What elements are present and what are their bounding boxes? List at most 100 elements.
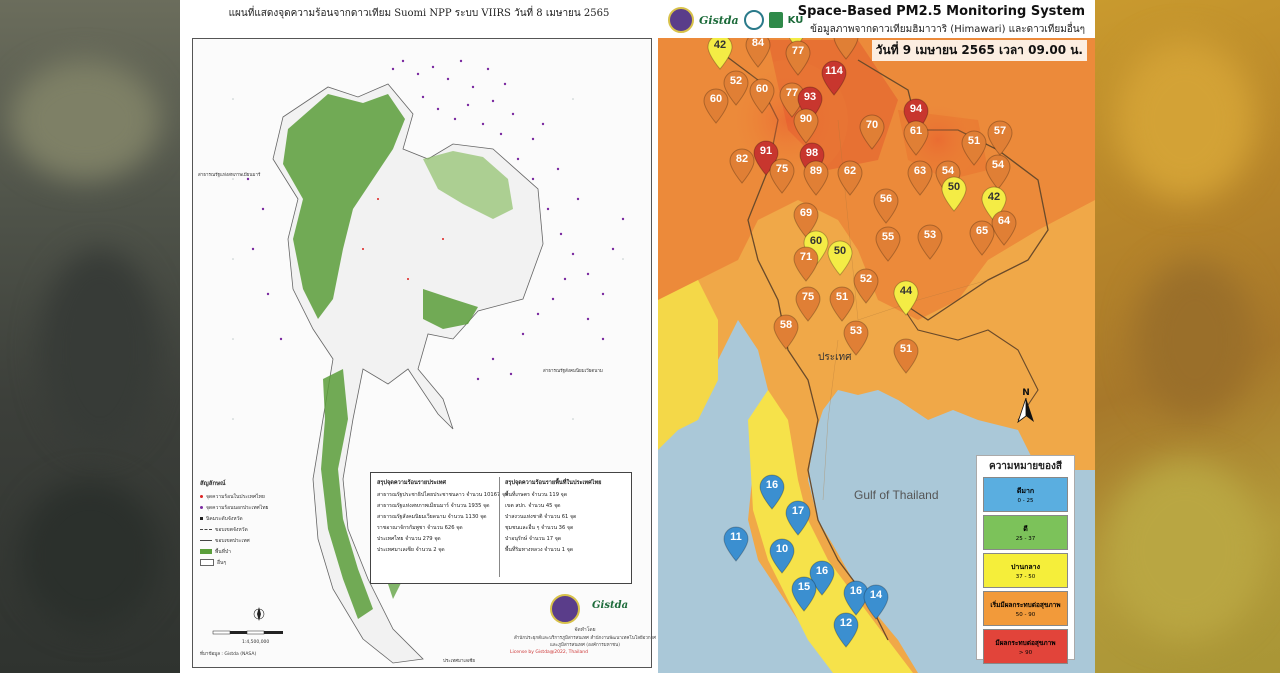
pm25-marker[interactable]: 82 bbox=[728, 148, 756, 184]
country-label-malaysia: ประเทศมาเลเซีย bbox=[443, 659, 476, 664]
data-source: ที่มาข้อมูล : Gistda (NASA) bbox=[200, 652, 257, 657]
pm25-marker[interactable]: 57 bbox=[986, 120, 1014, 156]
pm25-marker[interactable]: 42 bbox=[706, 34, 734, 70]
pm25-marker[interactable]: 52 bbox=[852, 268, 880, 304]
pm25-marker-value: 70 bbox=[865, 119, 879, 131]
pm25-marker-value: 42 bbox=[713, 39, 727, 51]
pm25-marker[interactable]: 60 bbox=[702, 88, 730, 124]
pm25-marker[interactable]: 60 bbox=[748, 78, 776, 114]
pm25-marker-value: 50 bbox=[833, 245, 847, 257]
pm25-marker[interactable]: 58 bbox=[772, 314, 800, 350]
pm25-marker[interactable]: 77 bbox=[778, 82, 806, 118]
pm25-marker[interactable]: 14 bbox=[862, 584, 890, 620]
pm25-marker[interactable]: 52 bbox=[722, 70, 750, 106]
pm25-marker[interactable]: 51 bbox=[960, 130, 988, 166]
pm25-marker[interactable]: 15 bbox=[790, 576, 818, 612]
pm25-marker[interactable]: 55 bbox=[874, 226, 902, 262]
pm25-marker[interactable]: 56 bbox=[872, 188, 900, 224]
pm25-marker-value: 15 bbox=[797, 581, 811, 593]
pm25-marker-value: 51 bbox=[835, 291, 849, 303]
pm25-marker[interactable]: 50 bbox=[940, 176, 968, 212]
pm25-marker[interactable]: 65 bbox=[968, 220, 996, 256]
pm25-date: วันที่ 9 เมษายน 2565 เวลา 09.00 น. bbox=[871, 40, 1087, 61]
pm25-marker[interactable]: 16 bbox=[842, 580, 870, 616]
legend-very-good: ดีมาก 0 - 25 bbox=[983, 477, 1068, 512]
pm25-marker[interactable]: 90 bbox=[792, 108, 820, 144]
pm25-marker[interactable]: 63 bbox=[906, 160, 934, 196]
pm25-marker[interactable]: 62 bbox=[836, 160, 864, 196]
pm25-marker-value: 82 bbox=[735, 153, 749, 165]
legend-label: มีผลกระทบต่อสุขภาพ bbox=[995, 639, 1056, 647]
pm25-marker-value: 52 bbox=[859, 273, 873, 285]
pm25-marker-value: 54 bbox=[991, 159, 1005, 171]
summary-area-title: สรุปจุดความร้อนรายพื้นที่ในประเทศไทย bbox=[505, 480, 602, 486]
pm25-title: Space-Based PM2.5 Monitoring System bbox=[797, 4, 1085, 19]
pm25-marker-value: 75 bbox=[775, 163, 789, 175]
summary-row: พื้นที่ริมทางหลวง จำนวน 1 จุด bbox=[505, 547, 574, 553]
pm25-marker-value: 60 bbox=[709, 93, 723, 105]
pm25-marker-value: 60 bbox=[809, 235, 823, 247]
pm25-marker[interactable]: 114 bbox=[820, 60, 848, 96]
pm25-legend-title: ความหมายของสี bbox=[989, 461, 1062, 472]
pm25-marker-value: 75 bbox=[801, 291, 815, 303]
legend-good: ดี 25 - 37 bbox=[983, 515, 1068, 550]
legend-label: ดีมาก bbox=[1016, 487, 1035, 495]
pm25-marker-value: 16 bbox=[815, 565, 829, 577]
pm25-marker-value: 64 bbox=[997, 215, 1011, 227]
pm25-marker[interactable]: 51 bbox=[828, 286, 856, 322]
legend-item: จุดความร้อนในประเทศไทย bbox=[206, 493, 265, 500]
pm25-marker[interactable]: 61 bbox=[902, 120, 930, 156]
pm25-marker[interactable]: 75 bbox=[794, 286, 822, 322]
pm25-marker-value: 17 bbox=[791, 505, 805, 517]
pm25-marker[interactable]: 64 bbox=[990, 210, 1018, 246]
pm25-marker[interactable]: 70 bbox=[858, 114, 886, 150]
partner-logo-icon bbox=[743, 10, 764, 30]
pm25-marker[interactable]: 84 bbox=[744, 32, 772, 68]
legend-item: พื้นที่ป่า bbox=[215, 548, 231, 555]
pm25-marker-value: 71 bbox=[799, 251, 813, 263]
legend-item: ขอบเขตประเทศ bbox=[215, 537, 250, 544]
summary-row: ป่าสงวนแห่งชาติ จำนวน 61 จุด bbox=[505, 514, 577, 520]
pm25-marker-value: 77 bbox=[785, 87, 799, 99]
pm25-marker[interactable]: 53 bbox=[842, 320, 870, 356]
credit-title: จัดทำโดย bbox=[574, 627, 596, 633]
pm25-marker[interactable]: 71 bbox=[792, 246, 820, 282]
legend-unhealthy: มีผลกระทบต่อสุขภาพ > 90 bbox=[983, 629, 1068, 664]
blurred-background-right bbox=[1095, 0, 1280, 673]
pm25-marker[interactable]: 12 bbox=[832, 612, 860, 648]
pm25-marker[interactable]: 89 bbox=[802, 160, 830, 196]
legend-unhealthy-sensitive: เริ่มมีผลกระทบต่อสุขภาพ 50 - 90 bbox=[983, 591, 1068, 626]
pm25-marker-value: 69 bbox=[799, 207, 813, 219]
gulf-of-thailand-label: Gulf of Thailand bbox=[854, 488, 939, 502]
pm25-marker[interactable]: 10 bbox=[768, 538, 796, 574]
summary-row: เขต สปก. จำนวน 45 จุด bbox=[505, 503, 561, 509]
pm25-marker[interactable]: 11 bbox=[722, 526, 750, 562]
legend-label: ดี bbox=[1023, 525, 1028, 533]
pm25-marker[interactable]: 77 bbox=[784, 40, 812, 76]
pm25-marker-value: 16 bbox=[849, 585, 863, 597]
pm25-marker[interactable]: 44 bbox=[892, 280, 920, 316]
summary-row: สาธารณรัฐแห่งสหภาพเมียนมาร์ จำนวน 1935 จ… bbox=[377, 503, 490, 509]
pm25-marker[interactable]: 53 bbox=[916, 224, 944, 260]
pm25-marker[interactable]: 75 bbox=[768, 158, 796, 194]
pm25-marker[interactable]: 50 bbox=[826, 240, 854, 276]
gistda-logo: Gistda bbox=[699, 13, 739, 27]
pm25-marker[interactable]: 51 bbox=[892, 338, 920, 374]
pm25-marker-value: 93 bbox=[803, 91, 817, 103]
pm25-legend: ความหมายของสี ดีมาก 0 - 25 ดี 25 - 37 ปา… bbox=[976, 455, 1075, 664]
country-label-vietnam: สาธารณรัฐสังคมนิยมเวียดนาม bbox=[543, 369, 603, 374]
pm25-marker[interactable]: 16 bbox=[758, 474, 786, 510]
pm25-marker[interactable]: 16 bbox=[808, 560, 836, 596]
north-arrow-icon: N bbox=[1014, 388, 1038, 427]
gistda-logo: Gistda bbox=[592, 600, 629, 611]
pm25-marker-value: 91 bbox=[759, 145, 773, 157]
hotspot-map-title: แผนที่แสดงจุดความร้อนจากดาวเทียม Suomi N… bbox=[228, 8, 610, 19]
agency-seal-icon bbox=[550, 594, 580, 624]
pm25-marker[interactable]: 17 bbox=[784, 500, 812, 536]
pm25-marker[interactable]: 54 bbox=[984, 154, 1012, 190]
pm25-marker[interactable]: 69 bbox=[792, 202, 820, 238]
pm25-map-panel: Gulf of Thailand ประเทศ 44 70 42 84 77 114 52 6… bbox=[658, 0, 1095, 673]
legend-range: 0 - 25 bbox=[1017, 498, 1034, 504]
country-label-myanmar: สาธารณรัฐแห่งสหภาพเมียนมาร์ bbox=[198, 173, 261, 178]
pm25-marker-value: 11 bbox=[730, 531, 742, 543]
